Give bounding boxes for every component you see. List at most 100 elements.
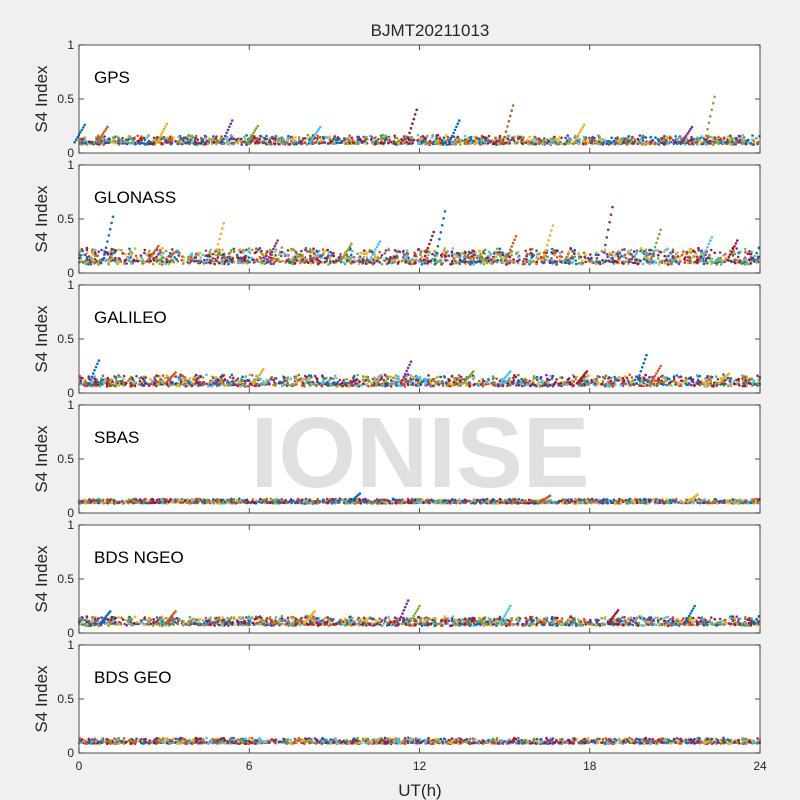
spike-point: [164, 125, 167, 128]
data-point: [134, 143, 137, 146]
data-point: [127, 252, 131, 256]
spike-point: [213, 253, 217, 257]
data-point: [513, 142, 516, 145]
data-point: [189, 258, 193, 262]
spike-point: [713, 95, 716, 99]
data-point: [734, 137, 738, 141]
data-point: [462, 255, 466, 259]
data-point: [512, 138, 516, 142]
spike-point: [340, 258, 343, 262]
spike-point: [544, 248, 548, 252]
spike-point: [228, 125, 231, 129]
data-point: [704, 259, 708, 263]
data-point: [368, 250, 371, 253]
data-point: [675, 138, 679, 141]
data-point: [625, 376, 629, 380]
data-point: [153, 377, 157, 381]
spike-point: [215, 248, 218, 251]
data-point: [405, 249, 409, 252]
data-point: [208, 261, 211, 264]
data-point: [555, 249, 559, 253]
spike-point: [157, 244, 160, 248]
data-point: [415, 255, 418, 258]
data-point: [499, 255, 503, 258]
data-point: [108, 137, 111, 140]
data-point: [315, 249, 318, 253]
data-point: [359, 251, 362, 255]
data-point: [631, 255, 635, 258]
spike-point: [686, 132, 689, 135]
spike-point: [511, 241, 515, 245]
data-point: [596, 374, 599, 378]
data-point: [373, 255, 377, 259]
data-point: [545, 383, 548, 386]
data-point: [254, 141, 257, 145]
data-point: [413, 251, 416, 254]
data-point: [740, 374, 744, 377]
data-point: [483, 140, 486, 144]
data-point: [694, 260, 698, 264]
data-point: [309, 254, 312, 258]
data-point: [364, 142, 368, 146]
data-point: [260, 249, 263, 253]
data-point: [670, 136, 673, 140]
data-point: [648, 262, 651, 266]
data-point: [114, 249, 118, 252]
data-point: [445, 259, 448, 262]
data-point: [307, 261, 310, 265]
data-point: [143, 261, 147, 264]
spike-point: [160, 133, 163, 136]
data-point: [199, 256, 202, 259]
data-point: [613, 375, 616, 379]
data-point: [649, 385, 652, 388]
data-point: [590, 259, 594, 263]
data-point: [194, 256, 198, 259]
data-point: [210, 379, 214, 383]
data-point: [192, 136, 195, 140]
data-point: [286, 138, 289, 142]
spike-point: [572, 140, 576, 144]
data-point: [264, 142, 268, 146]
data-point: [402, 256, 405, 259]
data-point: [132, 258, 136, 262]
data-point: [552, 137, 555, 140]
data-point: [721, 137, 724, 140]
spike-point: [343, 254, 346, 257]
data-point: [482, 379, 486, 383]
data-point: [670, 258, 674, 262]
data-point: [419, 252, 422, 256]
data-point: [477, 138, 481, 141]
data-point: [387, 137, 391, 140]
data-point: [676, 251, 679, 255]
data-point: [96, 254, 99, 257]
data-point: [479, 141, 483, 145]
spike-point: [432, 230, 436, 234]
data-point: [397, 375, 400, 378]
data-point: [615, 138, 618, 142]
data-point: [578, 256, 581, 260]
data-point: [199, 136, 203, 140]
data-point: [520, 142, 524, 145]
data-point: [594, 253, 598, 257]
data-point: [349, 253, 353, 257]
spike-point: [509, 248, 512, 252]
data-point: [659, 137, 663, 140]
data-point: [436, 142, 439, 145]
data-point: [425, 256, 429, 260]
data-point: [177, 135, 180, 139]
data-point: [380, 253, 384, 257]
data-point: [426, 253, 430, 257]
data-point: [346, 142, 350, 146]
data-point: [532, 259, 535, 263]
data-point: [155, 255, 158, 259]
data-point: [217, 261, 221, 265]
data-point: [468, 384, 472, 388]
data-point: [525, 254, 528, 258]
data-point: [620, 254, 623, 258]
data-point: [457, 137, 461, 141]
data-point: [587, 141, 590, 145]
data-point: [467, 136, 470, 140]
data-point: [358, 383, 361, 386]
data-point: [611, 250, 615, 254]
spike-point: [435, 251, 438, 255]
